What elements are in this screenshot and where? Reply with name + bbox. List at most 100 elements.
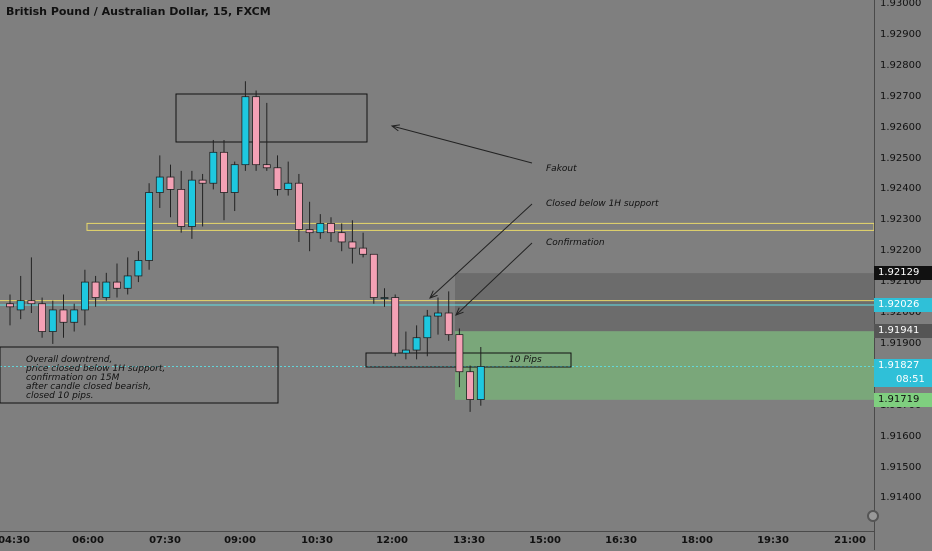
candle-body: [187, 179, 196, 227]
candle-body: [401, 349, 410, 354]
summary-box: [0, 346, 279, 404]
candle-body: [423, 315, 432, 339]
candle-body: [434, 312, 442, 317]
candle-body: [38, 303, 46, 332]
summary-line: after candle closed bearish,: [26, 382, 152, 392]
candle-body: [380, 297, 389, 299]
candle-body: [348, 241, 357, 249]
support-band: [86, 222, 874, 231]
stop-loss-zone: [455, 273, 874, 332]
price-tick-label: 1.92200: [880, 245, 922, 257]
candle-body: [230, 164, 239, 193]
time-tick-label: 09:00: [224, 535, 256, 546]
price-tick-label: 1.91500: [880, 461, 922, 473]
summary-line: confirmation on 15M: [26, 373, 120, 383]
price-tick-label: 1.91600: [880, 430, 922, 442]
candle-body: [305, 229, 314, 234]
candle-body: [81, 281, 89, 311]
summary-line: price closed below 1H support,: [26, 364, 166, 374]
summary-line: Overall downtrend,: [26, 355, 113, 365]
candle-body: [220, 151, 228, 193]
candle-body: [145, 192, 154, 261]
price-tick-label: 1.92900: [880, 28, 922, 40]
candle-body: [369, 253, 378, 298]
time-tick-label: 10:30: [301, 535, 333, 546]
candle-body: [134, 260, 143, 277]
line-price-tag-b: 1.91941: [874, 324, 932, 339]
candle-body: [316, 222, 325, 234]
candle-body: [476, 366, 485, 400]
candle-body: [48, 309, 57, 332]
current-price-tag: 1.91827: [874, 359, 932, 374]
target-price-tag: 1.91719: [874, 392, 932, 407]
fakout-box: [175, 93, 368, 143]
time-tick-label: 13:30: [453, 535, 485, 546]
time-tick-label: 19:30: [757, 535, 789, 546]
closed-below-arrow: [429, 203, 533, 299]
price-tick-label: 1.93000: [880, 0, 922, 9]
time-tick-label: 06:00: [72, 535, 104, 546]
candle-body: [412, 337, 421, 351]
candle-body: [359, 247, 368, 255]
price-tick-label: 1.92600: [880, 121, 922, 133]
candle-body: [252, 96, 261, 166]
countdown-tag: 08:51: [874, 373, 932, 388]
price-tick-label: 1.91400: [880, 492, 922, 504]
candle-body: [59, 309, 68, 323]
price-tick-label: 1.92000: [880, 307, 922, 318]
pips-box: [365, 352, 572, 368]
candle-body: [70, 309, 79, 323]
chart-plot-area[interactable]: [0, 0, 874, 531]
last-price-tag: 1.92129: [874, 266, 932, 281]
take-profit-zone: [455, 331, 874, 400]
confirmation-arrow-head: [455, 307, 464, 316]
line-price-tag-a: 1.92026: [874, 297, 932, 312]
candle-body: [16, 300, 25, 311]
candle-body: [466, 371, 475, 400]
candle-body: [6, 303, 14, 308]
candle-body: [198, 179, 207, 184]
candle-body: [337, 232, 346, 243]
candle-body: [102, 281, 111, 298]
candle-body: [284, 182, 293, 190]
candle-body: [294, 182, 303, 230]
annotation-closed-below: Closed below 1H support: [546, 199, 659, 209]
time-tick-label: 07:30: [149, 535, 181, 546]
annotation-confirmation: Confirmation: [546, 238, 605, 248]
candle-body: [327, 222, 335, 234]
annotation-pips: 10 Pips: [509, 355, 542, 365]
closed-below-arrow-head: [429, 290, 438, 299]
price-tick-label: 1.91900: [880, 337, 922, 349]
price-tick-label: 1.92300: [880, 214, 922, 226]
chart-title: British Pound / Australian Dollar, 15, F…: [6, 5, 271, 18]
candle-body: [444, 312, 453, 336]
time-tick-label: 12:00: [376, 535, 408, 546]
candle-body: [241, 96, 250, 166]
candle-body: [166, 176, 175, 190]
candle-body: [91, 281, 100, 298]
candle-body: [177, 188, 186, 227]
time-tick-label: 16:30: [605, 535, 637, 546]
price-tick-label: 1.92400: [880, 183, 922, 195]
fakout-arrow-head: [390, 124, 400, 132]
price-tick-label: 1.92100: [880, 276, 922, 288]
candle-body: [273, 167, 282, 190]
candle-body: [113, 281, 121, 289]
price-tick-label: 1.92800: [880, 59, 922, 71]
price-tick-label: 1.92500: [880, 152, 922, 164]
price-tick-label: 1.92700: [880, 90, 922, 102]
time-tick-label: 21:00: [834, 535, 866, 546]
annotation-summary: Overall downtrend, price closed below 1H…: [26, 356, 165, 401]
fakout-arrow: [391, 125, 533, 164]
time-scale[interactable]: [0, 531, 874, 551]
candle-body: [391, 297, 400, 354]
settings-gear-icon[interactable]: [867, 510, 879, 522]
time-tick-label: 04:30: [0, 535, 30, 546]
candle-body: [455, 334, 464, 373]
summary-line: closed 10 pips.: [26, 391, 94, 401]
annotation-fakout: Fakout: [546, 164, 577, 174]
candle-body: [262, 164, 271, 169]
confirmation-arrow: [455, 242, 533, 316]
candle-body: [27, 300, 36, 305]
